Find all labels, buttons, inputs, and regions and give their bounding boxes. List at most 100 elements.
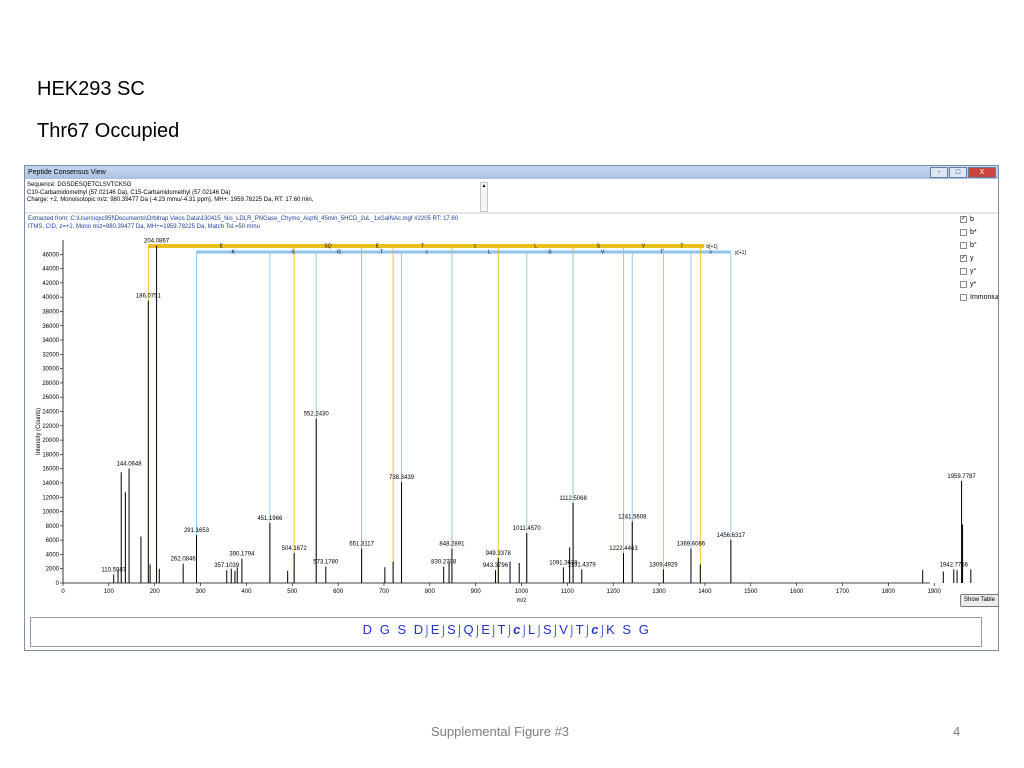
y-tick-label: 28000 xyxy=(42,381,59,387)
checkbox[interactable]: ✓ xyxy=(960,216,967,223)
y-tick-label: 4000 xyxy=(46,552,60,558)
x-axis-title: m/z xyxy=(517,598,527,604)
peak-label: 651.3117 xyxy=(349,542,374,548)
maximize-button[interactable]: □ xyxy=(949,167,967,178)
fragment-mark: ⌡ xyxy=(423,625,431,637)
peak-label: 204.0867 xyxy=(144,239,170,245)
ion-option-2[interactable]: b° xyxy=(960,242,977,249)
b-fragment-residue: c xyxy=(474,244,477,250)
show-table-button[interactable]: Show Table xyxy=(960,594,998,607)
slide-title: HEK293 SC xyxy=(37,78,145,100)
checkbox[interactable] xyxy=(960,281,967,288)
x-tick-label: 1600 xyxy=(790,589,804,595)
y-tick-label: 36000 xyxy=(42,324,59,330)
slide-subtitle: Thr67 Occupied xyxy=(37,120,180,142)
x-tick-label: 1500 xyxy=(744,589,758,595)
peak-label: 1131.4379 xyxy=(568,562,597,568)
y-tick-label: 8000 xyxy=(46,524,60,530)
fragment-mark: ⌡ xyxy=(506,625,514,637)
charge-line: Charge: +2, Monoisotopic m/z: 980.39477 … xyxy=(27,197,314,203)
ion-option-label: y° xyxy=(970,268,977,275)
ion-option-0[interactable]: ✓ b xyxy=(960,216,974,223)
fragment-mark: ⌡ xyxy=(584,625,592,637)
peak-label: 504.1672 xyxy=(282,546,308,552)
sequence-residue: L xyxy=(528,622,536,637)
fragment-mark: ⌡ xyxy=(520,625,529,637)
x-tick-label: 1400 xyxy=(698,589,712,595)
peak-label: 1369.6066 xyxy=(677,542,706,548)
sequence-residue: S xyxy=(397,622,407,637)
ion-option-5[interactable]: y* xyxy=(960,281,976,288)
y-tick-label: 20000 xyxy=(42,438,59,444)
checkbox[interactable] xyxy=(960,268,967,275)
x-tick-label: 600 xyxy=(333,589,344,595)
sequence-panel: D G S D⌡E⌡S⌡Q⌡E⌡T⌡c⌡L⌡S⌡V⌡T⌡c⌡K S G xyxy=(30,617,982,647)
fragment-mark: ⌡ xyxy=(456,625,464,637)
sequence-residue: D xyxy=(413,622,424,637)
x-tick-label: 1300 xyxy=(652,589,666,595)
x-tick-label: 700 xyxy=(379,589,390,595)
y-tick-label: 42000 xyxy=(42,281,59,287)
minimize-button[interactable]: - xyxy=(930,167,948,178)
y-fragment-residue: V xyxy=(601,250,605,256)
b-series-label: b[+1] xyxy=(706,244,718,250)
checkbox[interactable]: ✓ xyxy=(960,255,967,262)
scan-line: ITMS, CID, z=+2, Mono m/z=980.39477 Da, … xyxy=(28,224,261,230)
ion-option-label: y xyxy=(970,255,974,262)
b-fragment-residue: T xyxy=(680,244,683,250)
x-tick-label: 1100 xyxy=(561,589,575,595)
y-fragment-residue: S xyxy=(548,250,552,256)
info-scrollbar[interactable]: ▲ xyxy=(480,182,488,212)
ion-option-4[interactable]: y° xyxy=(960,268,976,275)
ion-option-1[interactable]: b* xyxy=(960,229,977,236)
y-tick-label: 24000 xyxy=(42,410,59,416)
x-tick-label: 400 xyxy=(241,589,252,595)
peak-label: 1241.5608 xyxy=(618,515,647,521)
sequence-residue: S xyxy=(542,622,553,637)
b-fragment-residue: L xyxy=(534,244,537,250)
mods-line: C10-Carbamidomethyl (57.02146 Da), C15-C… xyxy=(27,189,231,196)
b-fragment-residue: SQ xyxy=(324,244,331,250)
y-fragment-residue: c xyxy=(425,250,428,256)
y-fragment-residue: G xyxy=(337,250,341,256)
close-button[interactable]: X xyxy=(968,167,996,178)
y-tick-label: 34000 xyxy=(42,338,59,344)
peak-label: 1091.3638 xyxy=(549,560,578,566)
y-fragment-residue: c xyxy=(710,250,713,256)
sequence-residue: E xyxy=(430,622,440,637)
y-tick-label: 46000 xyxy=(42,252,59,258)
y-fragment-residue: S xyxy=(291,250,295,256)
y-series-label: y[+1] xyxy=(735,250,747,256)
sequence-residue: G xyxy=(379,622,391,637)
peak-label: 186.0751 xyxy=(136,294,162,300)
x-tick-label: 200 xyxy=(150,589,161,595)
window-title: Peptide Consensus View xyxy=(28,169,106,176)
ion-option-6[interactable]: Immonium xyxy=(960,294,998,301)
peak-label: 1456.6317 xyxy=(717,533,746,539)
ion-option-label: b° xyxy=(970,242,977,249)
b-fragment-residue: V xyxy=(642,244,646,250)
x-tick-label: 0 xyxy=(61,589,65,595)
checkbox[interactable] xyxy=(960,229,967,236)
x-tick-label: 1900 xyxy=(927,589,941,595)
checkbox[interactable] xyxy=(960,294,967,301)
sequence-residue: E xyxy=(481,622,491,637)
ion-option-label: b xyxy=(970,216,974,223)
ion-option-3[interactable]: ✓ y xyxy=(960,255,974,262)
y-tick-label: 10000 xyxy=(42,510,59,516)
y-fragment-residue: K xyxy=(232,250,236,256)
x-tick-label: 300 xyxy=(196,589,207,595)
b-fragment-residue: E xyxy=(376,244,380,250)
window-titlebar: Peptide Consensus View - □ X xyxy=(25,166,998,179)
sequence-residue: D xyxy=(362,622,373,637)
y-tick-label: 16000 xyxy=(42,467,59,473)
y-fragment-residue: T xyxy=(380,250,383,256)
checkbox[interactable] xyxy=(960,242,967,249)
scan-info: Extracted from: C:\Users\qxc95f\Document… xyxy=(28,215,458,231)
extracted-from-line: Extracted from: C:\Users\qxc95f\Document… xyxy=(28,216,459,222)
fragment-mark: ⌡ xyxy=(568,625,576,637)
y-axis-title: Intensity (Counts) xyxy=(36,408,42,455)
peak-label: 943.3796 xyxy=(483,563,509,569)
sequence-residue: Q xyxy=(463,622,475,637)
y-tick-label: 26000 xyxy=(42,395,59,401)
